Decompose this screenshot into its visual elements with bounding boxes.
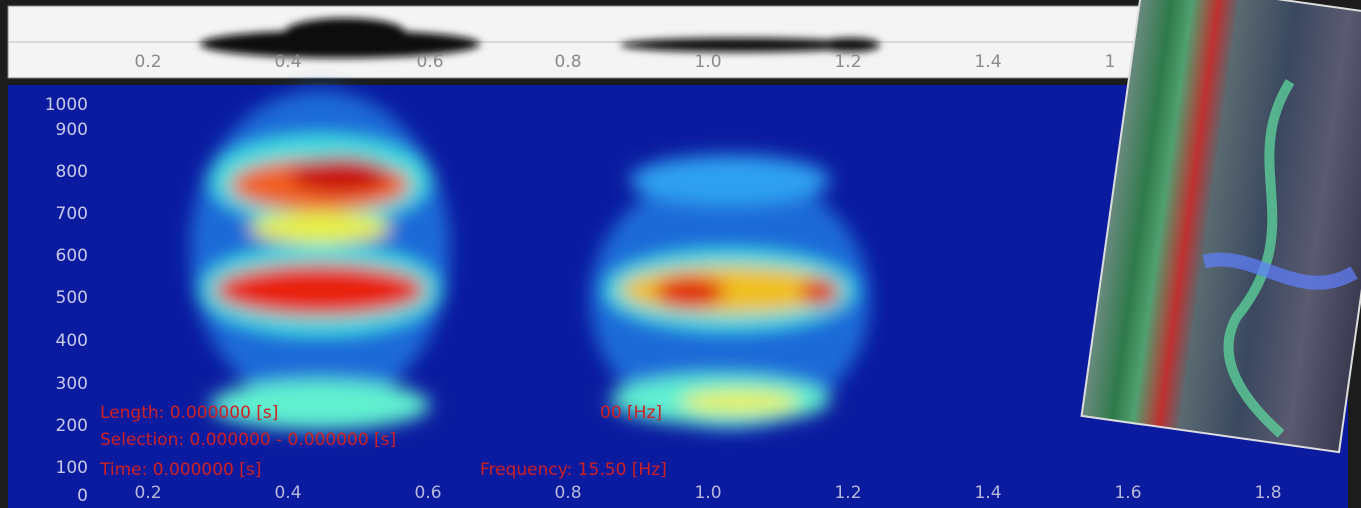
x-tick-label: 0.8 xyxy=(554,483,581,503)
x-tick-label: 1.4 xyxy=(974,483,1001,503)
x-tick-label: 1.6 xyxy=(1114,483,1141,503)
x-tick-label: 0.4 xyxy=(274,483,301,503)
y-tick-label: 200 xyxy=(56,416,88,436)
y-tick-label: 800 xyxy=(56,162,88,182)
waveform-tick-label: 1.0 xyxy=(694,52,721,72)
x-tick-label: 0.2 xyxy=(134,483,161,503)
y-tick-label: 100 xyxy=(56,458,88,478)
y-tick-label: 1000 xyxy=(45,95,88,115)
y-tick-label: 500 xyxy=(56,288,88,308)
waveform-tick-label: 0.8 xyxy=(554,52,581,72)
status-selection: Selection: 0.000000 - 0.000000 [s] xyxy=(100,430,396,450)
y-tick-label: 300 xyxy=(56,374,88,394)
spectrogram-window: 0.20.40.60.81.01.21.41100090080070060050… xyxy=(0,0,1361,508)
waveform-tick-label: 1.4 xyxy=(974,52,1001,72)
waveform-tick-label: 1 xyxy=(1105,52,1116,72)
status-length-hz: 00 [Hz] xyxy=(600,403,662,423)
y-tick-label: 700 xyxy=(56,204,88,224)
y-tick-label: 900 xyxy=(56,120,88,140)
waveform-tick-label: 0.6 xyxy=(416,52,443,72)
x-tick-label: 1.0 xyxy=(694,483,721,503)
waveform-tick-label: 1.2 xyxy=(834,52,861,72)
x-tick-label: 1.8 xyxy=(1254,483,1281,503)
x-tick-label: 0.6 xyxy=(414,483,441,503)
y-tick-label: 400 xyxy=(56,331,88,351)
y-tick-label: 600 xyxy=(56,246,88,266)
x-tick-label: 1.2 xyxy=(834,483,861,503)
y-tick-label: 0 xyxy=(77,486,88,506)
waveform-tick-label: 0.4 xyxy=(274,52,301,72)
status-time: Time: 0.000000 [s] xyxy=(99,460,261,480)
status-frequency: Frequency: 15.50 [Hz] xyxy=(480,460,667,480)
waveform-tick-label: 0.2 xyxy=(134,52,161,72)
status-length: Length: 0.000000 [s] xyxy=(100,403,278,423)
